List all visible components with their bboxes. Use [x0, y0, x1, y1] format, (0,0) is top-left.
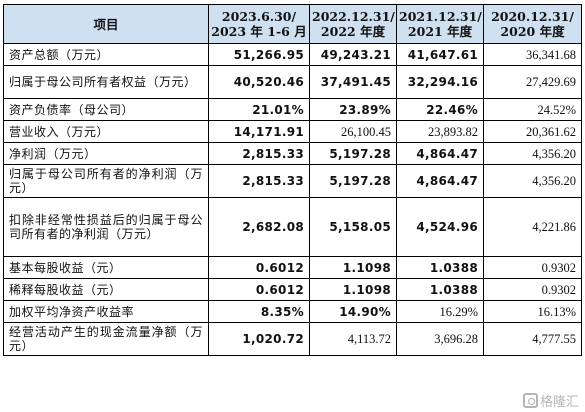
row-value: 32,294.16: [396, 65, 484, 99]
row-value: 16.13%: [483, 300, 582, 323]
row-value: 51,266.95: [208, 43, 310, 66]
row-value: 49,243.21: [309, 43, 397, 66]
row-label: 经营活动产生的现金流量净额（万元）: [3, 322, 209, 356]
financial-data-table: 项目 2023.6.30/2023 年 1-6 月 2022.12.31/2022 …: [3, 4, 582, 356]
table-row: 扣除非经常性损益后的归属于母公司所有者的净利润（万元） 2,682.08 5,158…: [3, 197, 582, 257]
row-label: 稀释每股收益（元）: [3, 278, 209, 301]
watermark: 格隆汇: [522, 391, 579, 410]
row-value: 36,341.68: [483, 43, 582, 66]
header-period-3: 2021.12.31/2021 年度: [396, 4, 484, 44]
row-value: 2,815.33: [208, 142, 310, 165]
header-line: 2022 年度: [320, 24, 386, 39]
table-row: 基本每股收益（元） 0.6012 1.1098 1.0388 0.9302: [3, 256, 582, 279]
row-label: 净利润（万元）: [3, 142, 209, 165]
row-value: 5,197.28: [309, 142, 397, 165]
row-value: 27,429.69: [483, 65, 582, 99]
table-row: 营业收入（万元） 14,171.91 26,100.45 23,893.82 20,36…: [3, 120, 582, 143]
table-row: 资产总额（万元） 51,266.95 49,243.21 41,647.61 36,34…: [3, 43, 582, 66]
header-line: 2022.12.31/: [312, 9, 395, 24]
row-value: 26,100.45: [309, 120, 397, 143]
row-value: 1,020.72: [208, 322, 310, 356]
row-value: 0.9302: [483, 278, 582, 301]
row-label: 加权平均净资产收益率: [3, 300, 209, 323]
gelonghui-logo-icon: [522, 393, 538, 408]
row-value: 1.1098: [309, 278, 397, 301]
header-period-1: 2023.6.30/2023 年 1-6 月: [208, 4, 310, 44]
table-row: 归属于母公司所有者的净利润（万元） 2,815.33 5,197.28 4,864.4…: [3, 164, 582, 198]
row-value: 4,777.55: [483, 322, 582, 356]
row-label: 资产负债率（母公司）: [3, 98, 209, 121]
row-value: 23,893.82: [396, 120, 484, 143]
header-period-4: 2020.12.31/2020 年度: [483, 4, 582, 44]
row-value: 8.35%: [208, 300, 310, 323]
row-value: 0.6012: [208, 278, 310, 301]
header-line: 2023.6.30/: [221, 9, 297, 24]
row-value: 4,524.96: [396, 197, 484, 257]
row-value: 14,171.91: [208, 120, 310, 143]
row-label: 营业收入（万元）: [3, 120, 209, 143]
row-value: 1.0388: [396, 256, 484, 279]
row-value: 4,221.86: [483, 197, 582, 257]
row-value: 4,864.47: [396, 164, 484, 198]
table-body: 资产总额（万元） 51,266.95 49,243.21 41,647.61 36,34…: [3, 43, 582, 356]
row-value: 4,356.20: [483, 164, 582, 198]
row-value: 5,158.05: [309, 197, 397, 257]
row-label: 资产总额（万元）: [3, 43, 209, 66]
row-value: 16.29%: [396, 300, 484, 323]
row-value: 2,815.33: [208, 164, 310, 198]
row-value: 24.52%: [483, 98, 582, 121]
row-value: 41,647.61: [396, 43, 484, 66]
row-value: 0.6012: [208, 256, 310, 279]
row-value: 22.46%: [396, 98, 484, 121]
watermark-text: 格隆汇: [539, 395, 579, 410]
row-value: 20,361.62: [483, 120, 582, 143]
table-row: 资产负债率（母公司） 21.01% 23.89% 22.46% 24.52%: [3, 98, 582, 121]
row-value: 4,864.47: [396, 142, 484, 165]
row-value: 37,491.45: [309, 65, 397, 99]
header-line: 2023 年 1-6 月: [211, 24, 307, 39]
table-row: 归属于母公司所有者权益（万元） 40,520.46 37,491.45 32,294.…: [3, 65, 582, 99]
row-label: 基本每股收益（元）: [3, 256, 209, 279]
row-value: 1.1098: [309, 256, 397, 279]
table-row: 净利润（万元） 2,815.33 5,197.28 4,864.47 4,356.20: [3, 142, 582, 165]
header-item: 项目: [3, 4, 209, 44]
row-value: 40,520.46: [208, 65, 310, 99]
table-row: 稀释每股收益（元） 0.6012 1.1098 1.0388 0.9302: [3, 278, 582, 301]
row-value: 4,113.72: [309, 322, 397, 356]
row-value: 4,356.20: [483, 142, 582, 165]
header-line: 项目: [93, 16, 119, 32]
table-row: 经营活动产生的现金流量净额（万元） 1,020.72 4,113.72 3,696.2…: [3, 322, 582, 356]
header-line: 2020.12.31/: [491, 9, 574, 24]
header-line: 2020 年度: [500, 24, 565, 39]
row-label: 归属于母公司所有者权益（万元）: [3, 65, 209, 99]
row-value: 14.90%: [309, 300, 397, 323]
row-label: 扣除非经常性损益后的归属于母公司所有者的净利润（万元）: [3, 197, 209, 257]
row-value: 1.0388: [396, 278, 484, 301]
row-value: 0.9302: [483, 256, 582, 279]
header-period-2: 2022.12.31/2022 年度: [309, 4, 397, 44]
row-value: 5,197.28: [309, 164, 397, 198]
header-row: 项目 2023.6.30/2023 年 1-6 月 2022.12.31/2022 …: [3, 4, 582, 44]
table-row: 加权平均净资产收益率 8.35% 14.90% 16.29% 16.13%: [3, 300, 582, 323]
header-line: 2021 年度: [407, 24, 473, 39]
row-value: 23.89%: [309, 98, 397, 121]
row-value: 2,682.08: [208, 197, 310, 257]
row-value: 21.01%: [208, 98, 310, 121]
row-value: 3,696.28: [396, 322, 484, 356]
header-line: 2021.12.31/: [399, 9, 482, 24]
row-label: 归属于母公司所有者的净利润（万元）: [3, 164, 209, 198]
